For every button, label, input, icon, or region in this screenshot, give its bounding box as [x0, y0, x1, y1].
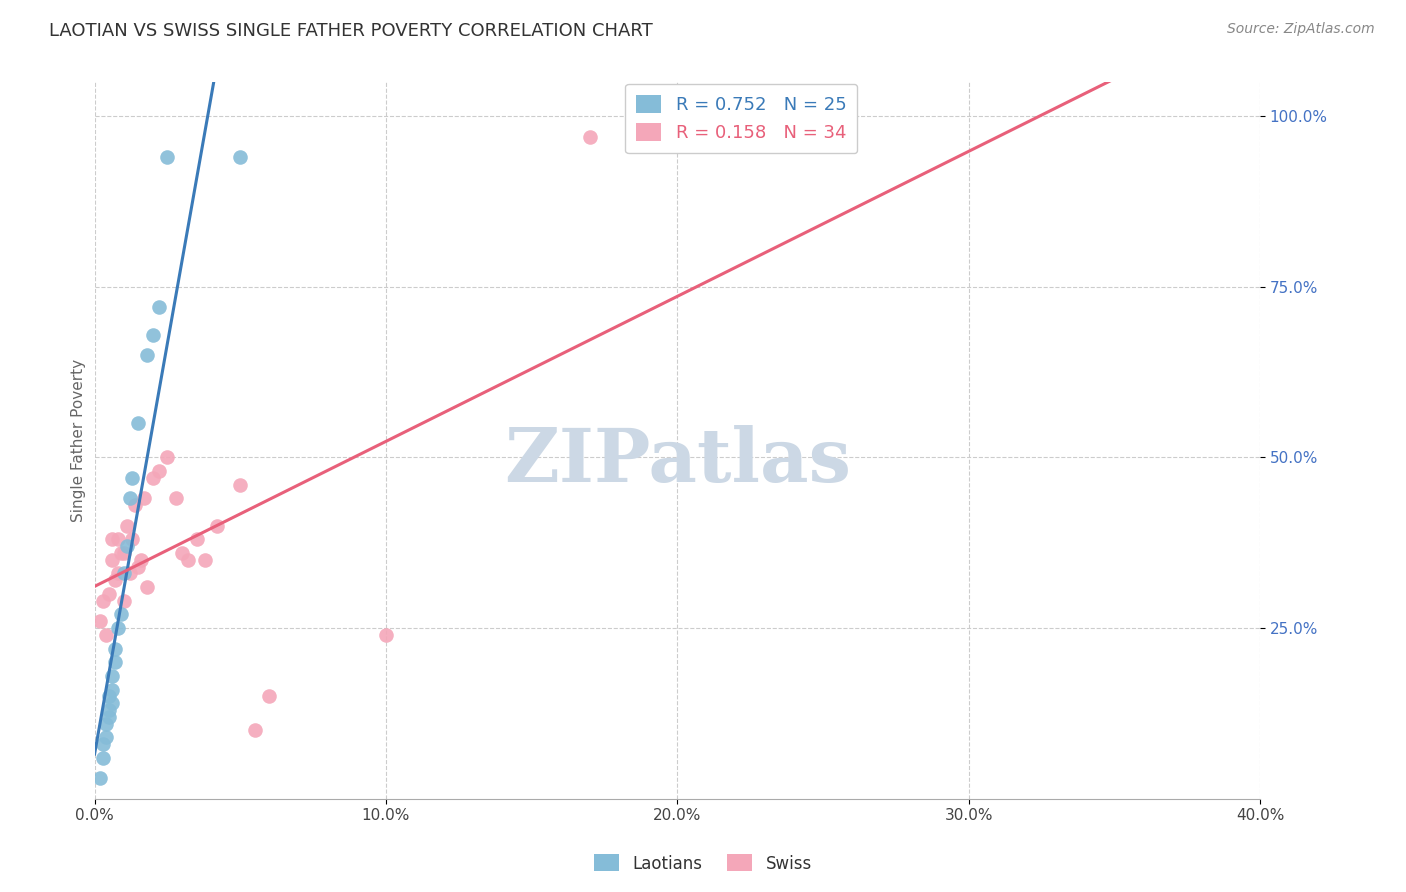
Point: [136, 580, 159, 594]
Point: [132, 491, 155, 506]
Point: [170, 546, 193, 560]
Point: [101, 696, 124, 710]
Point: [91, 737, 114, 751]
Point: [229, 477, 252, 491]
Point: [96, 716, 118, 731]
Point: [121, 471, 143, 485]
Point: [110, 607, 132, 622]
Point: [98, 587, 121, 601]
Point: [107, 566, 129, 581]
Point: [205, 518, 228, 533]
Point: [148, 300, 170, 314]
Legend: R = 0.752   N = 25, R = 0.158   N = 34: R = 0.752 N = 25, R = 0.158 N = 34: [626, 84, 858, 153]
Point: [142, 471, 165, 485]
Point: [101, 682, 124, 697]
Point: [91, 751, 114, 765]
Point: [112, 546, 135, 560]
Point: [112, 566, 135, 581]
Point: [98, 690, 121, 704]
Point: [374, 628, 396, 642]
Point: [156, 450, 179, 465]
Point: [148, 464, 170, 478]
Point: [115, 518, 138, 533]
Point: [243, 723, 266, 738]
Point: [142, 327, 165, 342]
Point: [118, 491, 141, 506]
Point: [91, 594, 114, 608]
Point: [229, 150, 252, 164]
Point: [96, 731, 118, 745]
Text: LAOTIAN VS SWISS SINGLE FATHER POVERTY CORRELATION CHART: LAOTIAN VS SWISS SINGLE FATHER POVERTY C…: [49, 22, 652, 40]
Point: [107, 621, 129, 635]
Y-axis label: Single Father Poverty: Single Father Poverty: [72, 359, 86, 522]
Point: [104, 655, 127, 669]
Point: [165, 491, 187, 506]
Point: [107, 533, 129, 547]
Point: [89, 772, 111, 786]
Legend: Laotians, Swiss: Laotians, Swiss: [588, 847, 818, 880]
Point: [101, 669, 124, 683]
Point: [101, 533, 124, 547]
Point: [136, 348, 159, 362]
Point: [96, 628, 118, 642]
Point: [156, 150, 179, 164]
Point: [127, 559, 149, 574]
Point: [101, 553, 124, 567]
Point: [121, 533, 143, 547]
Point: [118, 566, 141, 581]
Text: Source: ZipAtlas.com: Source: ZipAtlas.com: [1227, 22, 1375, 37]
Point: [115, 539, 138, 553]
Point: [186, 533, 208, 547]
Point: [104, 641, 127, 656]
Point: [98, 703, 121, 717]
Point: [110, 546, 132, 560]
Point: [259, 690, 281, 704]
Point: [579, 129, 602, 144]
Point: [98, 710, 121, 724]
Point: [129, 553, 152, 567]
Point: [177, 553, 200, 567]
Point: [112, 594, 135, 608]
Text: ZIPatlas: ZIPatlas: [503, 425, 851, 499]
Point: [124, 498, 146, 512]
Point: [194, 553, 217, 567]
Point: [104, 574, 127, 588]
Point: [127, 417, 149, 431]
Point: [89, 614, 111, 628]
